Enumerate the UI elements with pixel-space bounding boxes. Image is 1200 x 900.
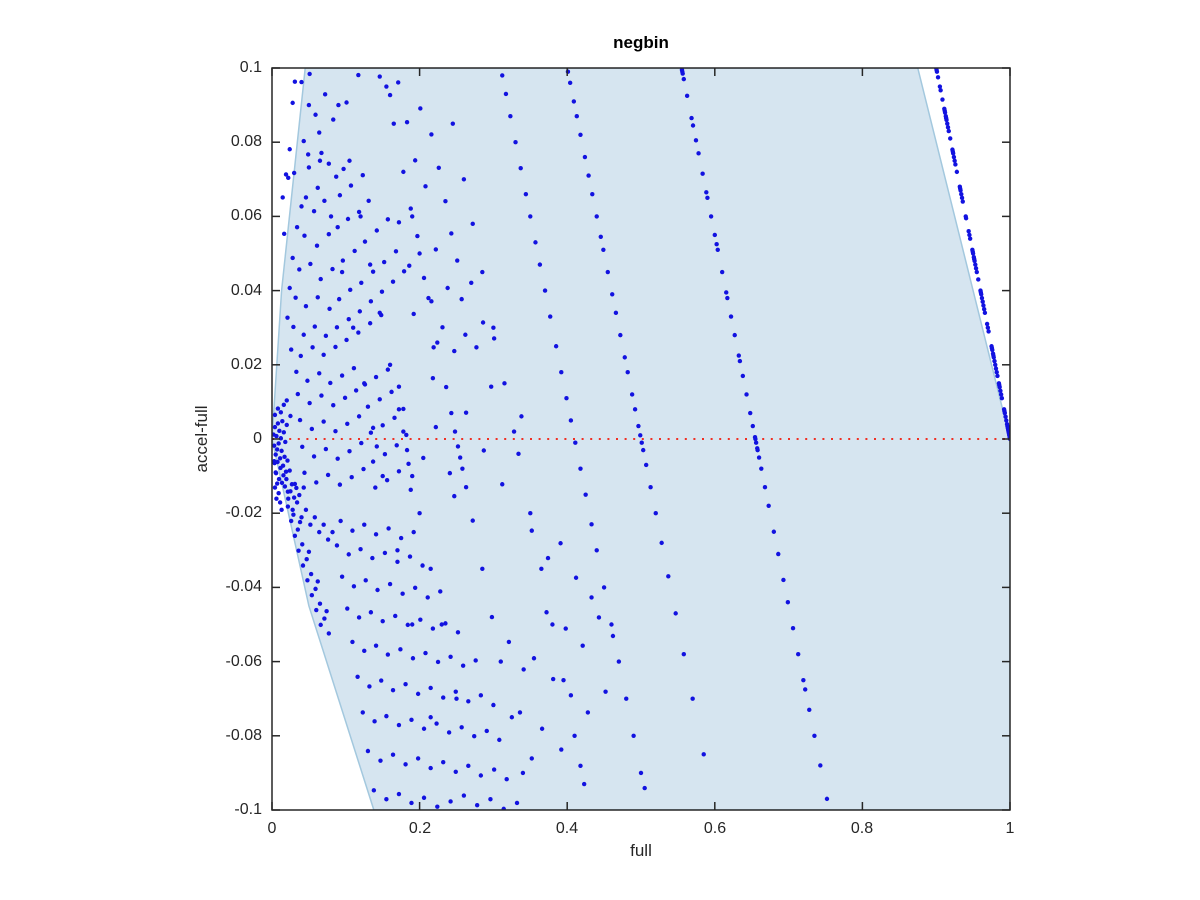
- x-tick-label: 0.8: [850, 820, 874, 837]
- chart-title: negbin: [613, 33, 669, 52]
- y-tick-label: 0.02: [230, 356, 262, 373]
- y-tick-label: 0: [253, 430, 262, 447]
- shaded-region: [272, 68, 1010, 810]
- x-tick-label: 0.6: [703, 820, 727, 837]
- x-axis-label: full: [630, 841, 652, 860]
- y-tick-label: -0.08: [225, 727, 262, 744]
- y-tick-label: -0.02: [225, 504, 262, 521]
- y-tick-label: -0.04: [225, 578, 262, 595]
- x-tick-label: 0.4: [555, 820, 579, 837]
- y-tick-label: 0.08: [230, 133, 262, 150]
- y-tick-label: 0.1: [239, 59, 262, 76]
- x-tick-label: 0: [267, 820, 277, 837]
- y-tick-label: 0.06: [230, 207, 262, 224]
- scatter-points: [272, 68, 1010, 810]
- x-tick-label: 0.2: [408, 820, 432, 837]
- y-tick-label: -0.06: [225, 653, 262, 670]
- y-tick-label: 0.04: [230, 282, 262, 299]
- plot-contents: [272, 68, 1010, 810]
- y-tick-label: -0.1: [234, 801, 262, 818]
- x-tick-label: 1: [1005, 820, 1015, 837]
- tick-marks: [271, 67, 1011, 811]
